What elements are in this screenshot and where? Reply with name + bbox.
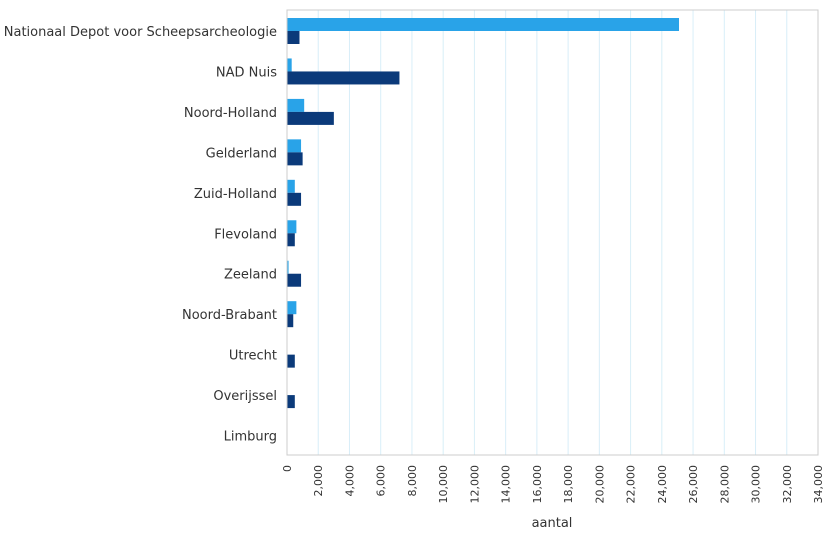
x-tick-label: 32,000 [781, 465, 794, 504]
x-tick-label: 28,000 [718, 465, 731, 504]
category-label: Noord-Holland [184, 106, 277, 121]
category-label: Limburg [224, 430, 277, 445]
bar [287, 111, 334, 125]
bar [287, 314, 294, 328]
x-tick-label: 2,000 [312, 465, 325, 497]
x-tick-label: 6,000 [375, 465, 388, 497]
category-label: Flevoland [214, 227, 277, 242]
category-label: Gelderland [206, 146, 277, 161]
x-axis-title: aantal [532, 516, 573, 531]
bar [287, 98, 305, 112]
x-tick-label: 12,000 [468, 465, 481, 504]
bars [287, 18, 680, 409]
category-label: Noord-Brabant [182, 308, 277, 323]
bar [287, 260, 289, 274]
x-tick-label: 20,000 [593, 465, 606, 504]
bar [287, 152, 303, 166]
x-tick-label: 26,000 [687, 465, 700, 504]
x-tick-label: 24,000 [656, 465, 669, 504]
x-tick-label: 4,000 [343, 465, 356, 497]
category-labels: Nationaal Depot voor Scheepsarcheologie N… [4, 25, 277, 445]
bar [287, 179, 295, 193]
x-tick-label: 22,000 [625, 465, 638, 504]
bar [287, 233, 295, 247]
category-label: Overijssel [213, 389, 277, 404]
category-label: Zeeland [224, 268, 277, 283]
category-label: NAD Nuis [216, 65, 277, 80]
plot-frame [286, 9, 819, 456]
x-tick-label: 30,000 [750, 465, 763, 504]
bar [287, 220, 297, 234]
x-tick-label: 18,000 [562, 465, 575, 504]
bar [287, 18, 680, 31]
x-tick-label: 0 [281, 465, 294, 472]
category-label: Zuid-Holland [194, 187, 277, 202]
bar [287, 354, 295, 368]
bar [287, 71, 400, 85]
bar [287, 192, 302, 206]
x-tick-label: 8,000 [406, 465, 419, 497]
bar [287, 139, 302, 153]
bar [287, 395, 295, 409]
bar [287, 273, 302, 287]
bar [287, 58, 292, 72]
bar [287, 301, 297, 315]
x-tick-label: 14,000 [500, 465, 513, 504]
bar [287, 31, 300, 44]
x-tick-label: 34,000 [812, 465, 823, 504]
x-tick-label: 10,000 [437, 465, 450, 504]
category-label: Nationaal Depot voor Scheepsarcheologie [4, 25, 277, 40]
category-label: Utrecht [229, 349, 277, 364]
x-tick-label: 16,000 [531, 465, 544, 504]
x-tick-labels: 0 2,000 4,000 6,000 8,000 10,000 12,000 14,000 1… [281, 465, 823, 504]
